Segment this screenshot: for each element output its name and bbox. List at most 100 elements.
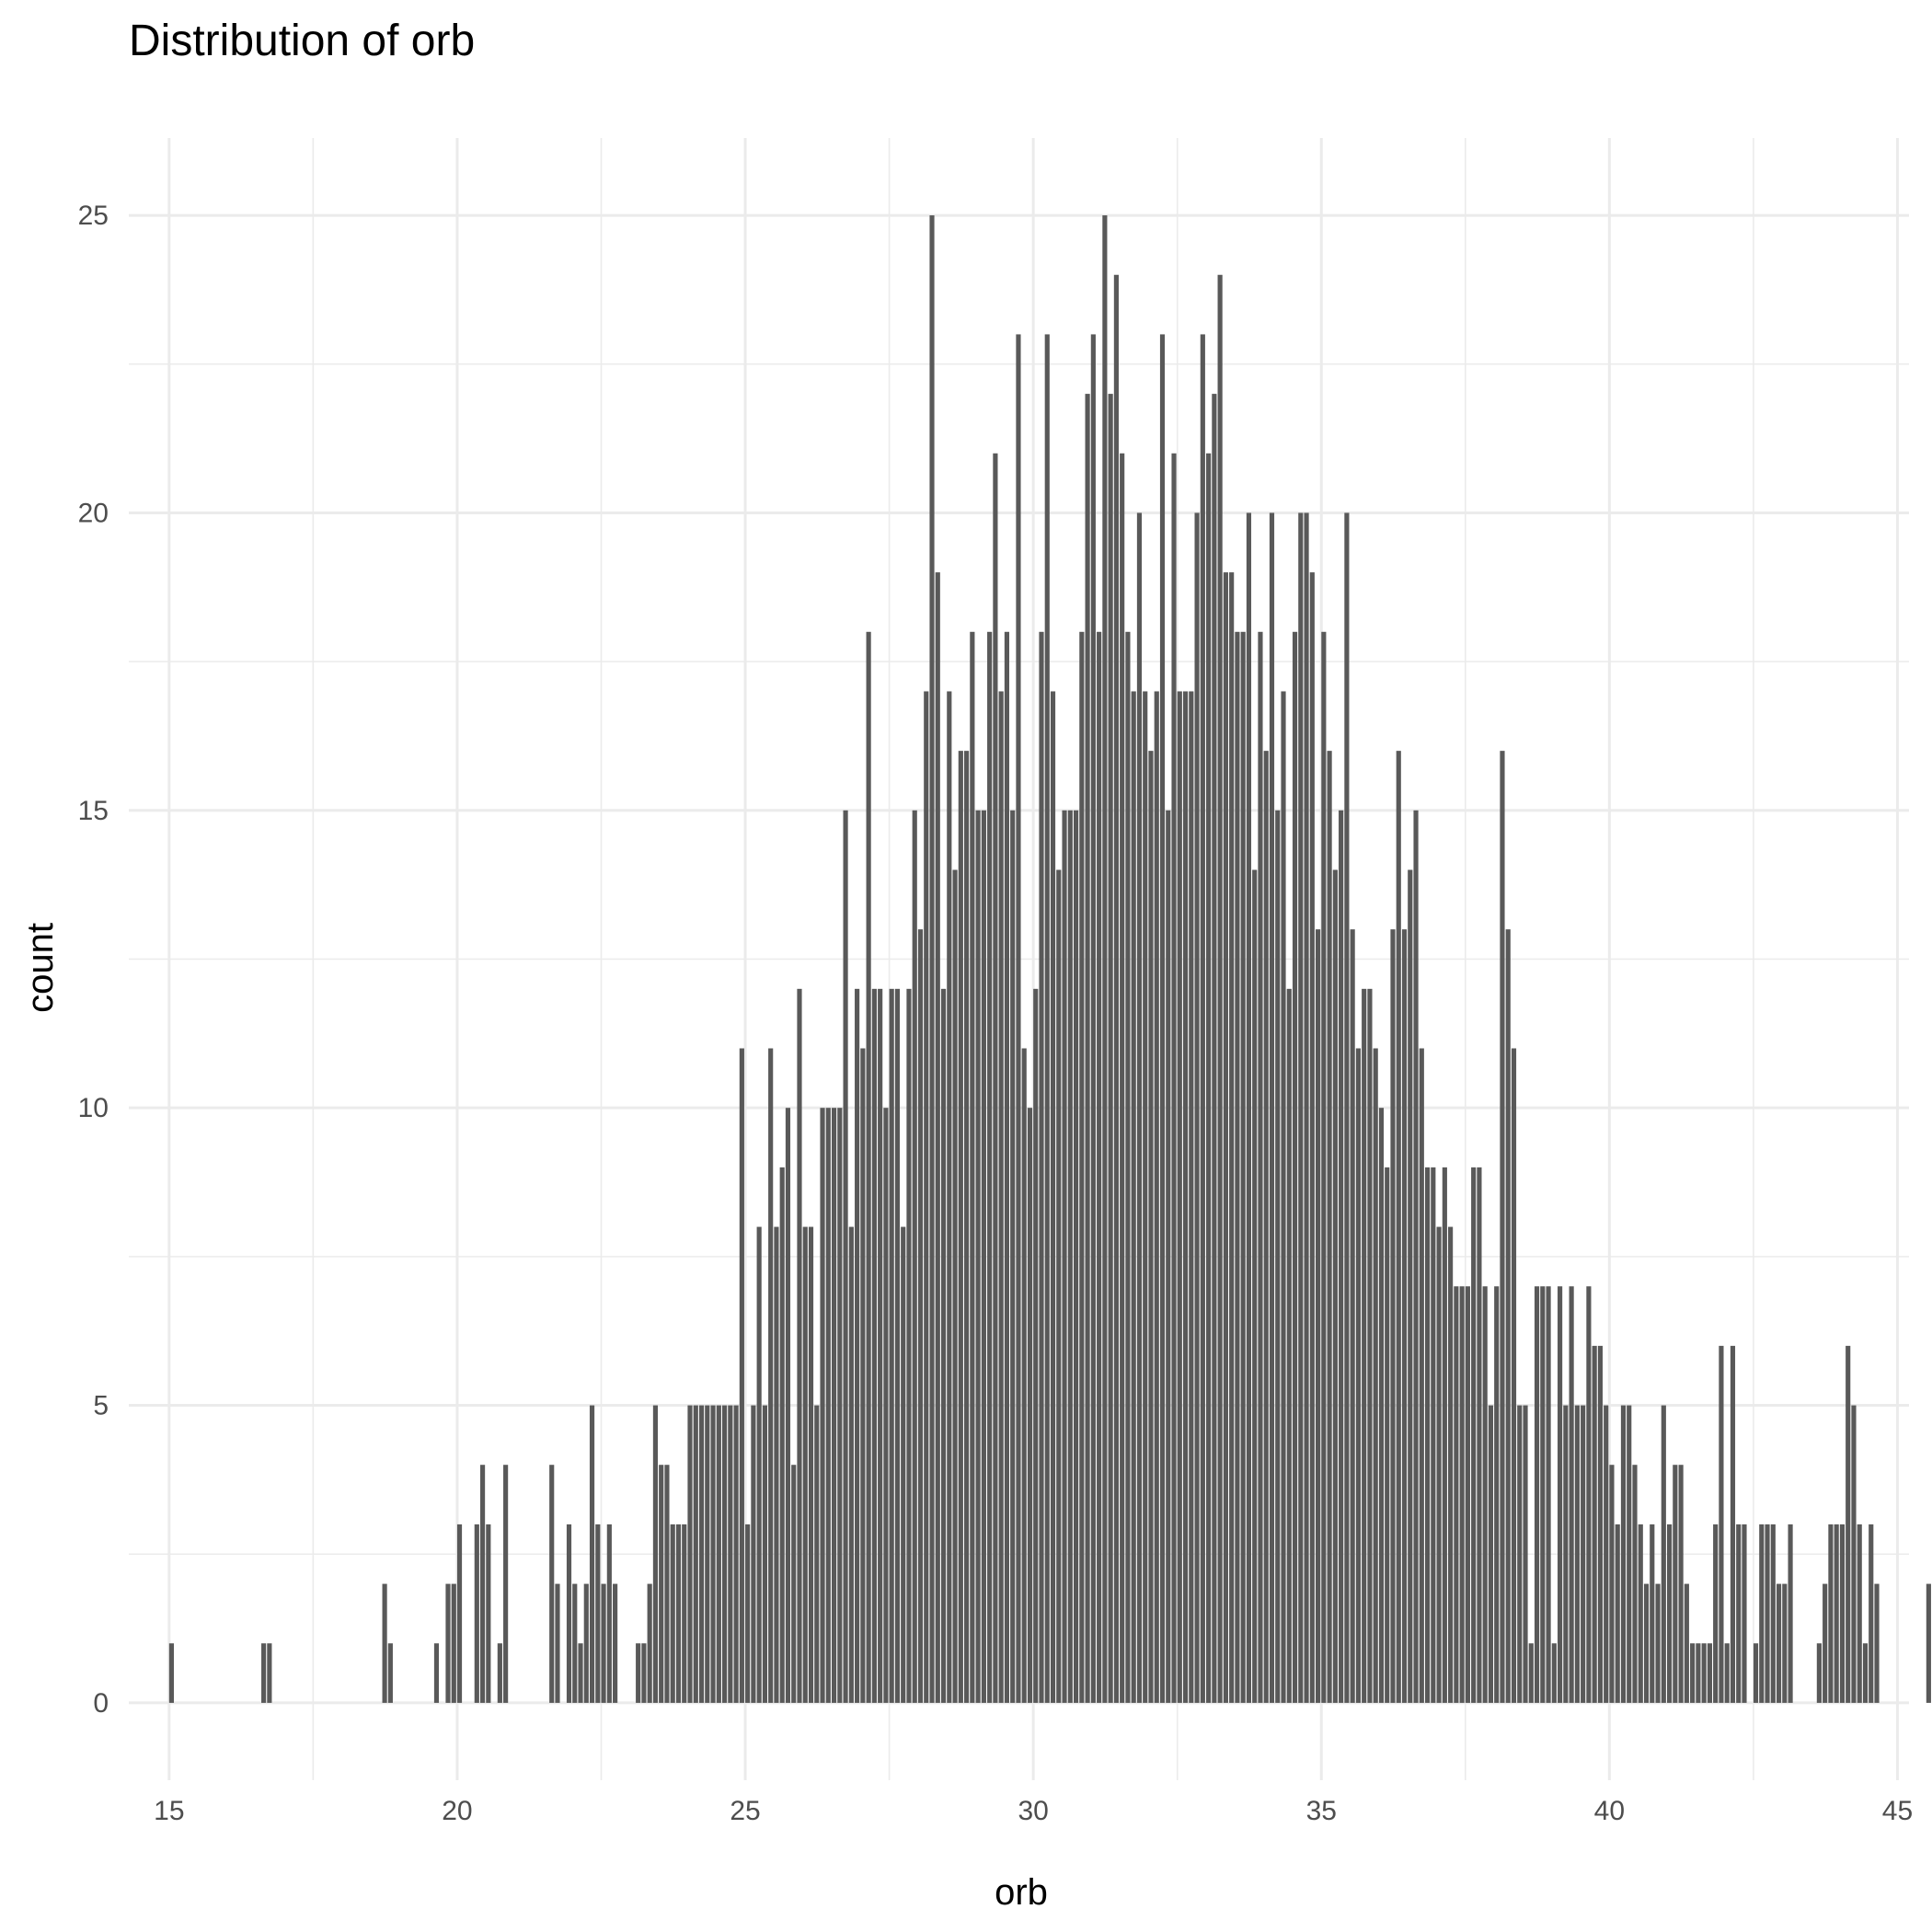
histogram-bar: [1586, 1286, 1592, 1703]
histogram-bar: [1258, 631, 1263, 1703]
y-tick-label: 0: [93, 1688, 109, 1719]
histogram-bar: [1511, 1048, 1517, 1703]
histogram-bar: [993, 453, 998, 1703]
histogram-bar: [1240, 631, 1246, 1703]
histogram-bar: [728, 1405, 733, 1703]
histogram-bar: [1136, 512, 1143, 1703]
histogram-bar: [1828, 1524, 1834, 1703]
histogram-bar: [935, 572, 940, 1703]
histogram-bar: [1039, 631, 1044, 1703]
histogram-bar: [1085, 394, 1090, 1703]
histogram-bar: [745, 1524, 751, 1703]
histogram-bar: [1355, 1048, 1361, 1703]
histogram-bar: [549, 1465, 555, 1703]
histogram-bar: [1298, 512, 1304, 1703]
histogram-bar: [970, 631, 975, 1703]
histogram-bar: [675, 1524, 682, 1703]
histogram-bar: [479, 1465, 486, 1703]
histogram-bar: [1189, 691, 1194, 1703]
histogram-bar: [1488, 1405, 1494, 1703]
histogram-bar: [825, 1108, 831, 1703]
grid-lines: [129, 138, 1909, 1780]
histogram-bar: [762, 1405, 767, 1703]
histogram-bar: [682, 1524, 687, 1703]
histogram-bar: [1027, 1108, 1033, 1703]
histogram-bar: [693, 1405, 698, 1703]
histogram-bar: [1563, 1405, 1569, 1703]
histogram-bar: [906, 988, 912, 1703]
histogram-bar: [1742, 1524, 1747, 1703]
histogram-bar: [670, 1524, 675, 1703]
histogram-bar: [1327, 751, 1332, 1703]
histogram-bar: [1753, 1643, 1759, 1703]
histogram-bar: [1108, 394, 1113, 1703]
y-tick-label: 25: [78, 201, 109, 231]
histogram-bar: [756, 1226, 762, 1703]
histogram-bar: [1459, 1286, 1465, 1703]
histogram-bar: [595, 1524, 601, 1703]
histogram-bar: [1823, 1583, 1828, 1703]
histogram-bar: [1304, 512, 1309, 1703]
histogram-bar: [267, 1643, 272, 1703]
histogram-bar: [1217, 274, 1223, 1703]
histogram-bar: [503, 1465, 509, 1703]
histogram-bar: [1701, 1643, 1707, 1703]
x-tick-label: 30: [1018, 1796, 1048, 1826]
histogram-bar: [1632, 1465, 1638, 1703]
histogram-bar: [894, 988, 901, 1703]
histogram-bar: [1339, 810, 1344, 1703]
histogram-bar: [808, 1226, 814, 1703]
histogram-bar: [1540, 1286, 1546, 1703]
histogram-bar: [1471, 1167, 1477, 1703]
histogram-bar: [820, 1108, 825, 1703]
histogram-bar: [1309, 572, 1315, 1703]
histogram-bar: [1788, 1524, 1793, 1703]
histogram-bar: [768, 1048, 774, 1703]
histogram-bar: [1482, 1286, 1488, 1703]
histogram-bar: [1166, 810, 1171, 1703]
histogram-bar: [1159, 334, 1166, 1703]
histogram-bar: [1569, 1286, 1574, 1703]
histogram-bar: [1044, 334, 1050, 1703]
histogram-bar: [1367, 988, 1373, 1703]
histogram-bar: [855, 988, 860, 1703]
histogram-bar: [1736, 1524, 1742, 1703]
histogram-bar: [1678, 1465, 1684, 1703]
histogram-bar: [1120, 453, 1125, 1703]
histogram-bar: [578, 1643, 583, 1703]
histogram-bar: [1079, 631, 1085, 1703]
histogram-bar: [1229, 572, 1235, 1703]
histogram-bar: [975, 810, 981, 1703]
histogram-bar: [1281, 691, 1286, 1703]
histogram-bar: [1316, 929, 1321, 1703]
histogram-bar: [1056, 869, 1062, 1703]
histogram-bar: [474, 1524, 479, 1703]
x-tick-label: 40: [1594, 1796, 1625, 1826]
histogram-bar: [1615, 1524, 1620, 1703]
histogram-bar: [1592, 1345, 1597, 1703]
histogram-bar: [664, 1465, 670, 1703]
histogram-bar: [1408, 869, 1413, 1703]
x-tick-label: 20: [442, 1796, 472, 1826]
histogram-bar: [1551, 1643, 1557, 1703]
histogram-bar: [636, 1643, 641, 1703]
histogram-bar: [486, 1524, 491, 1703]
histogram-bar: [1143, 691, 1148, 1703]
x-tick-label: 25: [730, 1796, 760, 1826]
histogram-bar: [1851, 1405, 1857, 1703]
x-tick-label: 45: [1882, 1796, 1913, 1826]
y-tick-label: 5: [93, 1391, 109, 1421]
histogram-bar: [1869, 1524, 1874, 1703]
histogram-bar: [497, 1643, 502, 1703]
histogram-bar: [774, 1226, 779, 1703]
histogram-bar: [1275, 810, 1281, 1703]
histogram-bar: [1131, 691, 1136, 1703]
histogram-bar: [583, 1583, 589, 1703]
histogram-bar: [947, 691, 952, 1703]
histogram-bar: [1419, 1048, 1424, 1703]
histogram-bar: [998, 691, 1004, 1703]
histogram-bar: [940, 988, 947, 1703]
histogram-bar: [958, 751, 963, 1703]
histogram-bar: [261, 1643, 267, 1703]
